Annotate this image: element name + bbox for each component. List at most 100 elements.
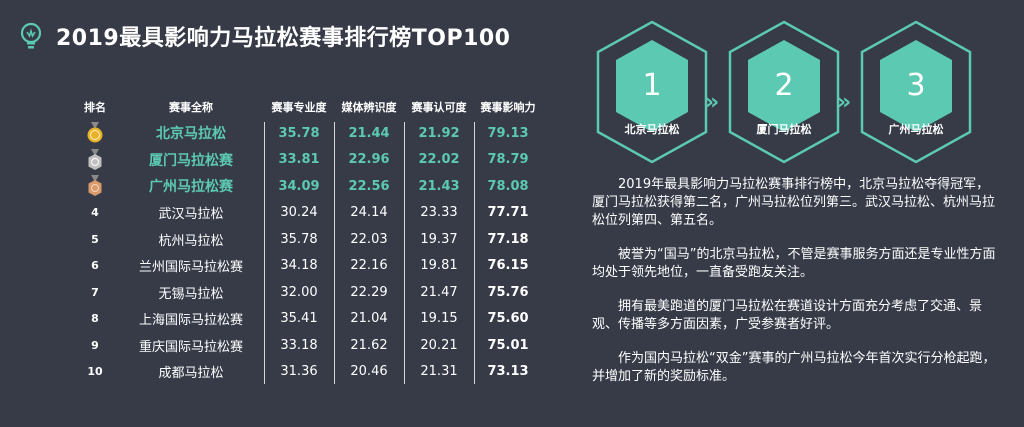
score-professional: 33.18 [280,337,318,353]
bronze-medal-icon [88,175,102,197]
score-professional: 32.00 [280,284,318,300]
step-number: 2 [774,68,794,103]
score-media: 21.44 [348,125,390,141]
step-number: 3 [906,68,926,103]
score-influence: 75.60 [487,311,529,327]
race-name: 厦门马拉松赛 [149,152,233,169]
score-professional: 33.81 [278,152,320,168]
silver-medal-icon [88,148,102,170]
score-professional: 30.24 [280,205,318,221]
rank-cell: 4 [91,206,99,220]
score-professional: 34.18 [280,258,318,274]
race-name: 武汉马拉松 [158,207,224,223]
paragraph: 拥有最美跑道的厦门马拉松在赛道设计方面充分考虑了交通、景观、传播等多方面因素，广… [592,299,983,332]
table-row: 北京马拉松 35.78 21.44 21.92 79.13 [72,120,542,147]
score-recognition: 19.81 [420,258,458,274]
race-name: 上海国际马拉松赛 [138,313,243,329]
table-row: 4 武汉马拉松 30.24 24.14 23.33 77.71 [72,200,542,227]
score-influence: 78.08 [487,178,529,194]
lightbulb-icon [20,22,42,49]
score-media: 24.14 [350,205,388,221]
score-media: 20.46 [350,364,388,380]
race-name: 成都马拉松 [158,366,224,382]
hexagon-badge-icon [860,20,972,164]
score-influence: 77.18 [487,231,529,247]
rank-cell [72,148,118,171]
score-recognition: 23.33 [420,205,458,221]
step-label: 广州马拉松 [888,123,944,136]
gold-medal-icon [87,122,103,143]
rank-cell: 8 [91,312,99,326]
race-name: 杭州马拉松 [158,233,224,249]
hexagon-badge-icon [596,20,708,164]
table-row: 9 重庆国际马拉松赛 33.18 21.62 20.21 75.01 [72,332,542,359]
table-row: 8 上海国际马拉松赛 35.41 21.04 19.15 75.60 [72,306,542,333]
score-recognition: 19.15 [420,311,458,327]
hexagon-badge-icon [728,20,840,164]
header-recognition: 赛事认可度 [411,101,467,114]
column-divider [474,122,475,384]
paragraph: 2019年最具影响力马拉松赛事排行榜中，北京马拉松夺得冠军，厦门马拉松获得第二名… [592,177,996,228]
ranking-table: 排名 赛事全称 赛事专业度 媒体辨识度 赛事认可度 赛事影响力 北京马拉松 35… [72,94,542,385]
header-rank: 排名 [84,101,106,114]
page-title: 2019最具影响力马拉松赛事排行榜TOP100 [56,26,511,51]
score-recognition: 21.47 [420,284,458,300]
score-professional: 34.09 [278,178,320,194]
step-number: 1 [642,68,662,103]
score-professional: 35.78 [280,231,318,247]
race-name: 兰州国际马拉松赛 [138,260,243,276]
step-label: 北京马拉松 [624,123,680,136]
rank-cell: 9 [91,338,99,352]
rank-cell: 5 [91,232,99,246]
score-influence: 76.15 [487,258,529,274]
podium-step-1: 1 北京马拉松 [592,18,712,166]
column-divider [264,122,265,384]
score-influence: 75.01 [487,337,529,353]
table-row: 10 成都马拉松 31.36 20.46 21.31 73.13 [72,359,542,386]
chevron-right-icon: » [705,90,719,115]
header-name: 赛事全称 [169,101,213,114]
chevron-right-icon: » [837,90,851,115]
header-media: 媒体辨识度 [341,101,397,114]
podium-step-3: 3 广州马拉松 [856,18,976,166]
rank-cell [72,122,118,144]
column-divider [334,122,335,384]
race-name: 重庆国际马拉松赛 [138,339,243,355]
score-media: 22.03 [350,231,388,247]
score-media: 22.16 [350,258,388,274]
score-media: 22.29 [350,284,388,300]
score-recognition: 19.37 [420,231,458,247]
score-media: 22.96 [348,152,390,168]
table-row: 6 兰州国际马拉松赛 34.18 22.16 19.81 76.15 [72,253,542,280]
score-media: 22.56 [348,178,390,194]
rank-cell: 10 [87,365,103,379]
score-recognition: 21.92 [418,125,460,141]
podium-step-2: 2 厦门马拉松 [724,18,844,166]
score-professional: 31.36 [280,364,318,380]
header-influence: 赛事影响力 [480,101,536,114]
score-influence: 79.13 [487,125,529,141]
race-name: 无锡马拉松 [158,286,224,302]
race-name: 北京马拉松 [156,126,226,143]
table-header: 排名 赛事全称 赛事专业度 媒体辨识度 赛事认可度 赛事影响力 [72,94,542,120]
rank-cell: 7 [91,285,99,299]
paragraph: 被誉为“国马”的北京马拉松，不管是赛事服务方面还是专业性方面均处于领先地位，一直… [592,247,996,280]
rank-cell: 6 [91,259,99,273]
score-recognition: 20.21 [420,337,458,353]
score-influence: 75.76 [487,284,529,300]
paragraph: 作为国内马拉松“双金”赛事的广州马拉松今年首次实行分枪起跑，并增加了新的奖励标准… [592,351,996,384]
score-media: 21.62 [350,337,388,353]
score-recognition: 21.31 [420,364,458,380]
score-influence: 77.71 [487,205,529,221]
score-professional: 35.78 [278,125,320,141]
rank-cell [72,175,118,197]
description: 2019年最具影响力马拉松赛事排行榜中，北京马拉松夺得冠军，厦门马拉松获得第二名… [592,176,1000,402]
race-name: 广州马拉松赛 [149,179,233,196]
score-professional: 35.41 [280,311,318,327]
column-divider [404,122,405,384]
title-row: 2019最具影响力马拉松赛事排行榜TOP100 [18,20,511,52]
table-row: 厦门马拉松赛 33.81 22.96 22.02 78.79 [72,147,542,174]
table-row: 7 无锡马拉松 32.00 22.29 21.47 75.76 [72,279,542,306]
step-label: 厦门马拉松 [756,123,812,136]
score-recognition: 21.43 [418,178,460,194]
